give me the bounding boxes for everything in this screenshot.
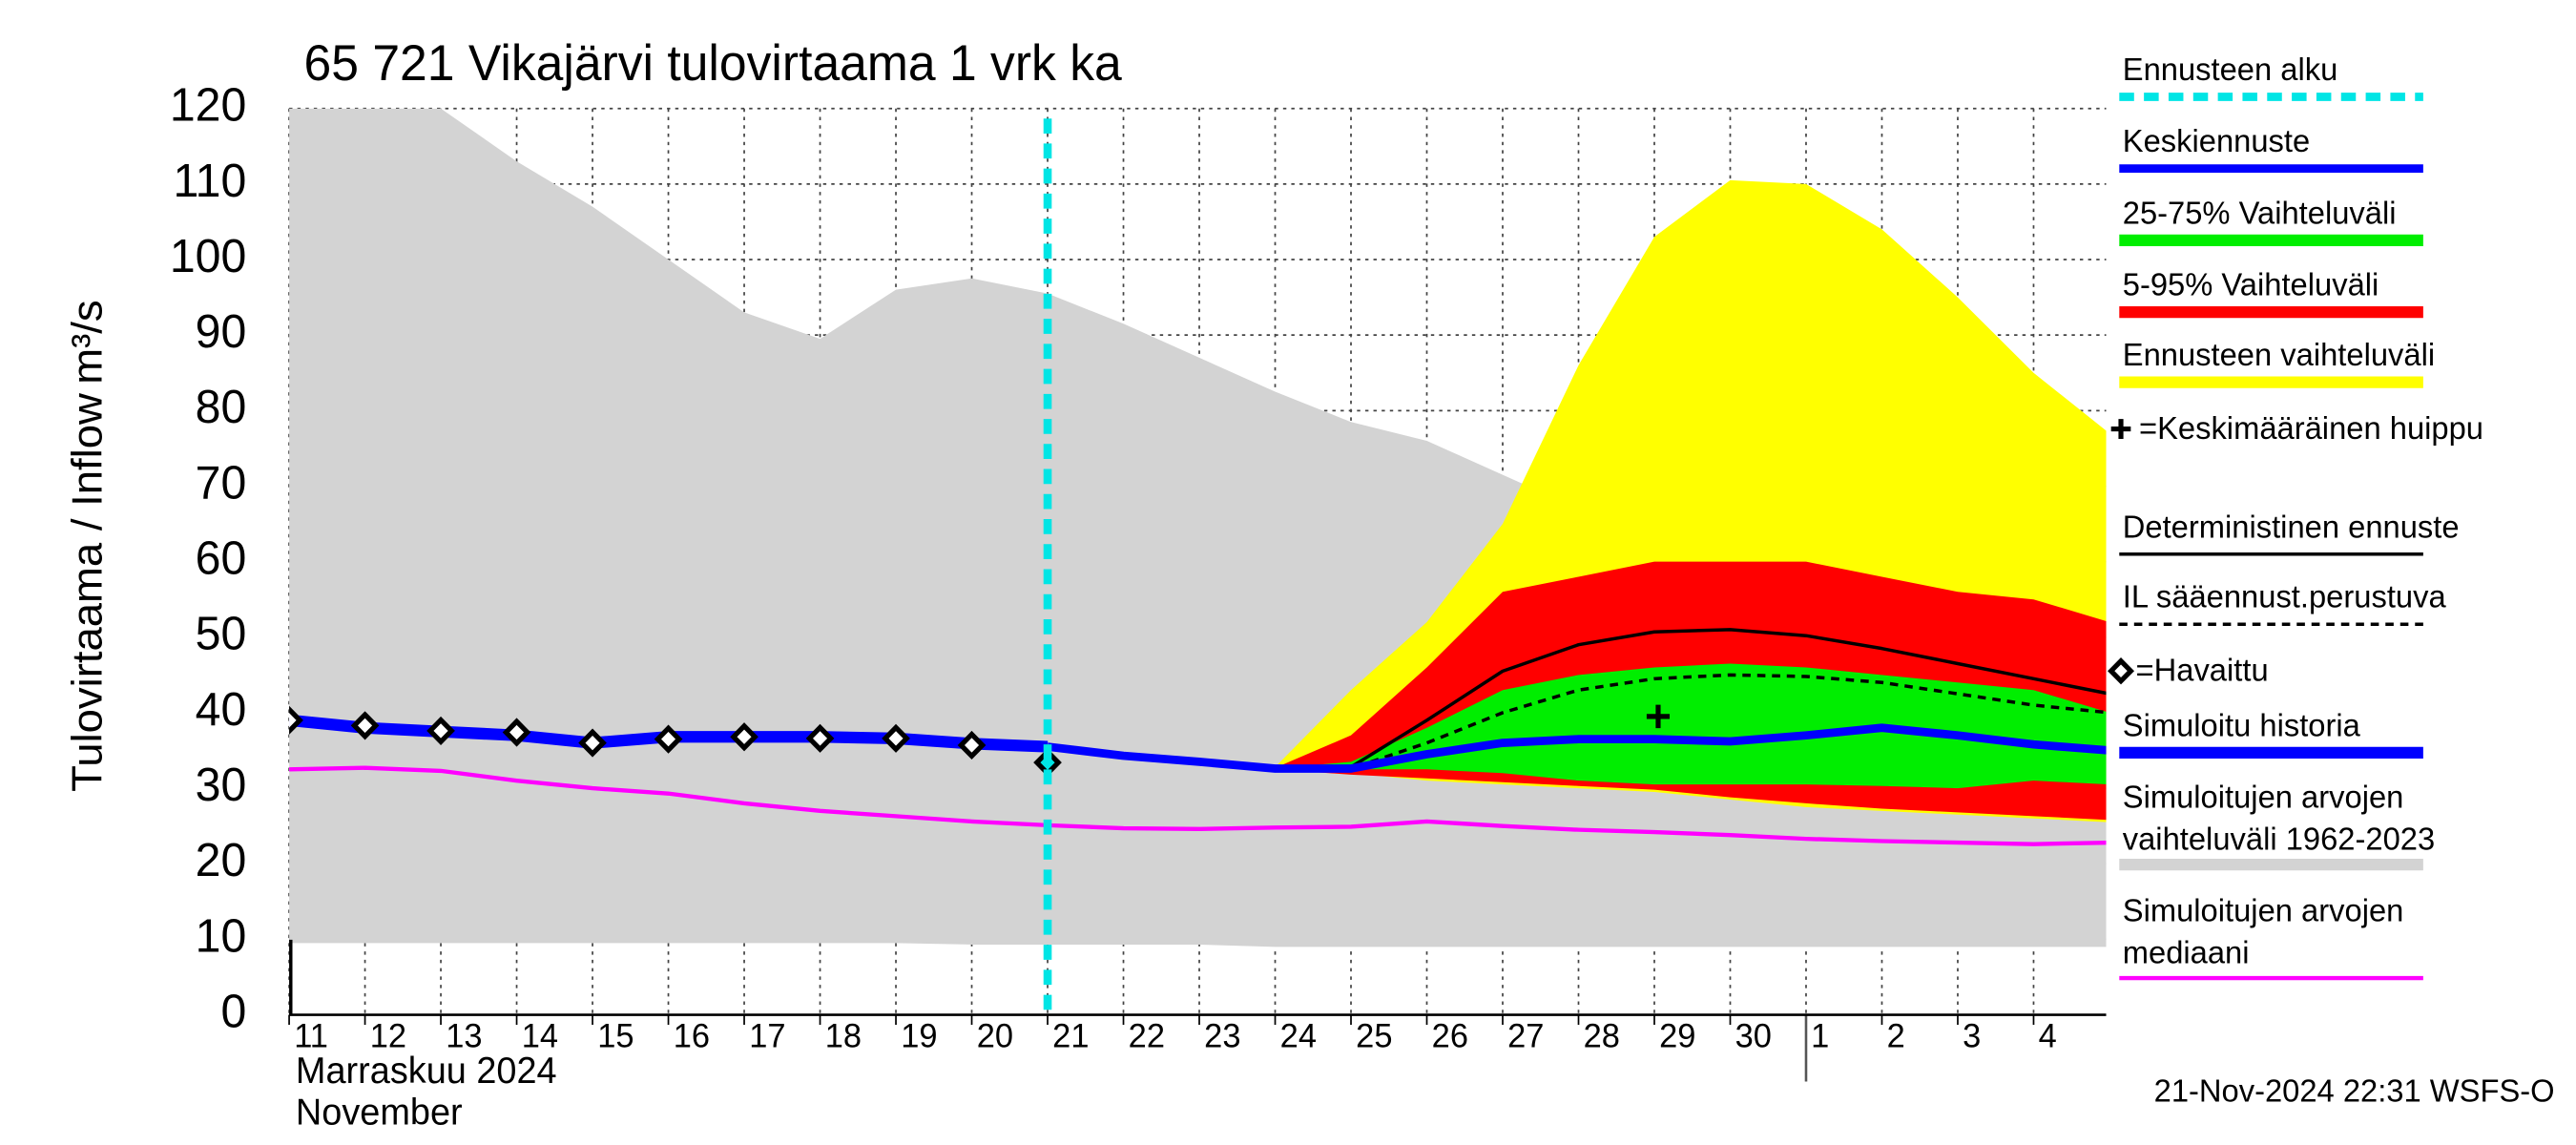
observed-point [882,723,910,753]
y-tick-label: 20 [196,835,247,886]
x-tick-label: 2 [1887,1018,1905,1054]
chart-title: 65 721 Vikajärvi tulovirtaama 1 vrk ka [304,35,1122,91]
y-tick-label: 80 [196,382,247,433]
legend-symbol [2108,657,2135,685]
plot [289,108,2107,947]
x-tick-label: 14 [522,1018,558,1054]
legend-label: IL sääennust.perustuva [2122,580,2446,616]
observed-point [578,728,607,758]
observed-point [805,723,835,753]
y-tick-label: 40 [196,684,247,736]
x-tick-label: 4 [2039,1018,2057,1054]
observed-point [957,730,987,760]
y-tick-label: 110 [173,155,246,206]
legend-label: Simuloitu historia [2122,709,2360,745]
legend-label: 5-95% Vaihteluväli [2122,268,2379,304]
x-tick-label: 15 [597,1018,634,1054]
x-tick-label: 24 [1280,1018,1317,1054]
legend-label: Simuloitujen arvojen vaihteluväli 1962-2… [2122,781,2436,859]
x-tick-label: 29 [1659,1018,1695,1054]
x-tick-label: 27 [1507,1018,1544,1054]
legend-label: Ennusteen alku [2122,52,2338,89]
legend-samples [2108,93,2423,981]
x-tick-label: 30 [1735,1018,1772,1054]
month-label: Marraskuu 2024 [296,1051,557,1092]
x-tick-label: 25 [1356,1018,1392,1054]
series-line [289,765,2107,846]
x-tick-label: 26 [1432,1018,1468,1054]
x-tick-label: 19 [901,1018,937,1054]
legend-label: =Keskimääräinen huippu [2138,412,2484,448]
x-tick-label: 12 [370,1018,406,1054]
x-tick-label: 13 [446,1018,482,1054]
x-tick-label: 17 [749,1018,785,1054]
y-axis-unit: m³/s [63,300,112,384]
x-tick-label: 11 [294,1018,328,1054]
legend-label: Deterministinen ennuste [2122,510,2460,547]
x-tick-label: 20 [977,1018,1013,1054]
legend-label: Keskiennuste [2122,125,2311,160]
x-tick-label: 23 [1204,1018,1240,1054]
mean-peak [1646,704,1671,729]
x-tick-label: 18 [825,1018,862,1054]
y-tick-label: 100 [170,231,246,282]
y-tick-label: 120 [170,79,246,131]
y-tick-label: 60 [196,532,247,584]
legend-symbol [2110,419,2131,440]
x-tick-label: 16 [674,1018,710,1054]
y-axis-label: Tulovirtaama / Inflow [63,393,112,792]
observed-point [730,722,758,752]
legend-label: Simuloitujen arvojen mediaani [2122,894,2404,972]
observed-point [502,718,531,747]
x-tick-label: 28 [1584,1018,1620,1054]
y-tick-label: 90 [196,306,247,358]
observed-point [350,711,380,740]
y-tick-label: 70 [196,457,247,509]
y-tick-label: 50 [196,608,247,659]
observed-point [289,705,303,735]
series-line [1047,723,2107,773]
x-tick-label: 22 [1129,1018,1165,1054]
x-tick-label: 3 [1963,1018,1981,1054]
y-tick-label: 30 [196,760,247,811]
x-tick-label: 21 [1052,1018,1089,1054]
legend-label: Ennusteen vaihteluväli [2122,339,2436,374]
legend-label: 25-75% Vaihteluväli [2122,197,2397,233]
y-tick-label: 0 [220,986,246,1037]
footer: 21-Nov-2024 22:31 WSFS-O [2154,1072,2555,1108]
observed-point [426,716,455,746]
legend-label: =Havaittu [2135,654,2269,690]
y-tick-label: 10 [196,910,247,962]
x-tick-label: 1 [1811,1018,1829,1054]
month-label-en: November [296,1092,463,1133]
observed-point [654,724,683,754]
band [1048,663,2107,789]
